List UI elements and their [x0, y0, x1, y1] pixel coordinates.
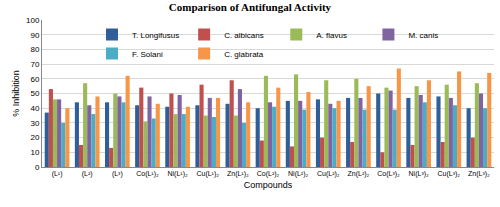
svg-text:% Inhibition: % Inhibition	[11, 70, 21, 117]
svg-text:M. canis: M. canis	[408, 31, 438, 40]
svg-text:80: 80	[30, 45, 39, 54]
svg-text:90: 90	[30, 31, 39, 40]
svg-text:20: 20	[30, 133, 39, 142]
svg-text:C. glabrata: C. glabrata	[224, 50, 264, 59]
svg-text:Zn(L³)₂: Zn(L³)₂	[468, 170, 490, 178]
svg-text:T. Longifusus: T. Longifusus	[132, 31, 179, 40]
svg-text:30: 30	[30, 119, 39, 128]
svg-text:Zn(L²)₂: Zn(L²)₂	[348, 170, 370, 178]
svg-text:Ni(L¹)₂: Ni(L¹)₂	[167, 170, 187, 178]
svg-text:100: 100	[26, 16, 40, 25]
svg-text:Cu(L³)₂: Cu(L³)₂	[438, 170, 461, 178]
svg-text:(L²): (L²)	[82, 170, 93, 178]
svg-text:10: 10	[30, 148, 39, 157]
svg-text:(L³): (L³)	[112, 170, 123, 178]
svg-text:Cu(L¹)₂: Cu(L¹)₂	[196, 170, 219, 178]
svg-text:50: 50	[30, 89, 39, 98]
svg-text:A. flavus: A. flavus	[316, 31, 347, 40]
svg-text:Co(L²)₂: Co(L²)₂	[257, 170, 280, 178]
svg-text:40: 40	[30, 104, 39, 113]
svg-text:(L¹): (L¹)	[52, 170, 63, 178]
svg-text:Ni(L³)₂: Ni(L³)₂	[409, 170, 429, 178]
svg-text:Co(L³)₂: Co(L³)₂	[377, 170, 400, 178]
svg-text:F. Solani: F. Solani	[132, 50, 163, 59]
svg-text:Comparison of Antifungal Activ: Comparison of Antifungal Activity	[169, 1, 332, 13]
svg-text:70: 70	[30, 60, 39, 69]
svg-text:0: 0	[35, 163, 40, 172]
svg-text:Cu(L²)₂: Cu(L²)₂	[317, 170, 340, 178]
svg-text:Ni(L²)₂: Ni(L²)₂	[288, 170, 308, 178]
svg-text:Compounds: Compounds	[244, 180, 293, 190]
svg-text:60: 60	[30, 75, 39, 84]
svg-text:C. albicans: C. albicans	[224, 31, 264, 40]
svg-text:Co(L¹)₂: Co(L¹)₂	[136, 170, 159, 178]
svg-text:Zn(L¹)₂: Zn(L¹)₂	[227, 170, 249, 178]
